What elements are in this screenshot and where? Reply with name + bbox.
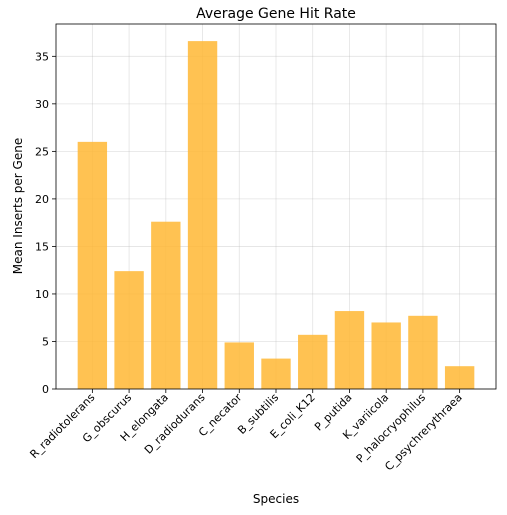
y-tick-label: 5 [42,335,49,348]
bar-B_subtilis [261,358,291,389]
bar-C_necator [224,342,254,389]
bar-H_elongata [151,221,181,389]
bar-K_variicola [371,322,401,389]
y-axis: 0 5 10 15 20 25 30 35 [35,50,56,396]
bar-R_radiotolerans [77,141,108,389]
bars [77,41,475,389]
x-tick-label: R_radiotolerans [27,391,97,461]
bar-P_putida [334,311,365,389]
y-tick-label: 35 [35,50,49,63]
bar-C_psychrerythraea [444,366,475,389]
x-axis: R_radiotoleransG_obscurusH_elongataD_rad… [27,389,465,473]
y-tick-label: 30 [35,98,49,111]
y-axis-label: Mean Inserts per Gene [11,138,25,274]
y-tick-label: 10 [35,288,49,301]
chart-title: Average Gene Hit Rate [196,6,356,22]
bar-P_halocryophilus [408,315,438,389]
y-tick-label: 25 [35,145,49,158]
bar-D_radiodurans [187,41,218,389]
x-tick-label: P_halocryophilus [354,391,429,466]
bar-G_obscurus [114,271,144,389]
bar-E_coli_K12 [298,334,328,389]
y-tick-label: 20 [35,193,49,206]
y-tick-label: 15 [35,240,49,253]
y-tick-label: 0 [42,383,49,396]
x-axis-label: Species [253,492,299,506]
